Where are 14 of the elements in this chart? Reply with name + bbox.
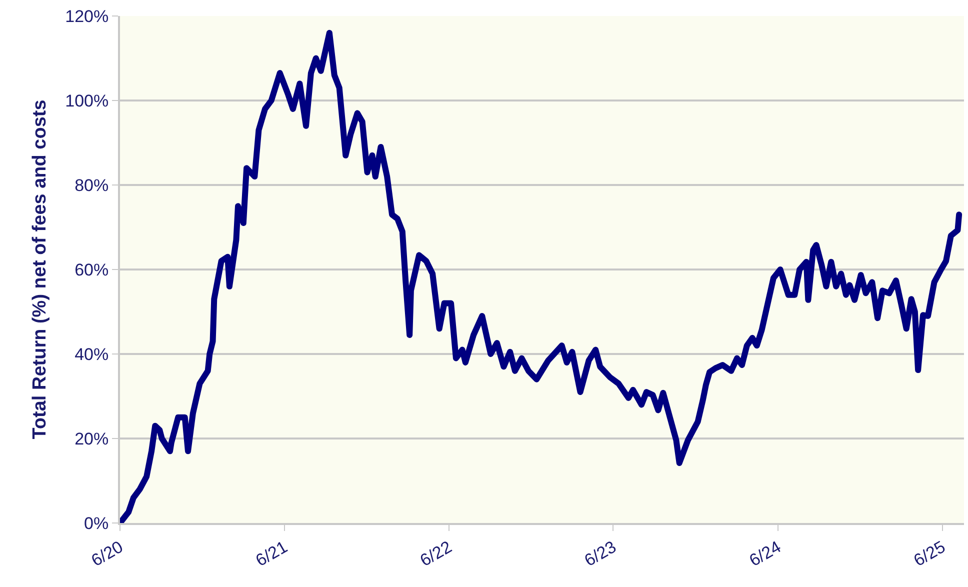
x-tick-label: 6/23: [581, 537, 620, 570]
y-tick-label: 120%: [65, 6, 109, 26]
x-tick-label: 6/24: [746, 537, 784, 570]
y-tick-label: 0%: [84, 514, 109, 533]
y-tick-label: 100%: [65, 91, 109, 110]
y-tick-label: 20%: [74, 429, 109, 448]
x-tick-label: 6/21: [252, 537, 291, 570]
y-tick-label: 40%: [74, 344, 109, 364]
y-tick-label: 60%: [74, 260, 109, 280]
x-tick-label: 6/22: [416, 537, 456, 570]
x-tick-label: 6/20: [88, 537, 126, 570]
y-axis-title: Total Return (%) net of fees and costs: [29, 100, 50, 440]
y-tick-label: 80%: [74, 176, 109, 195]
x-tick-label: 6/25: [910, 537, 949, 570]
